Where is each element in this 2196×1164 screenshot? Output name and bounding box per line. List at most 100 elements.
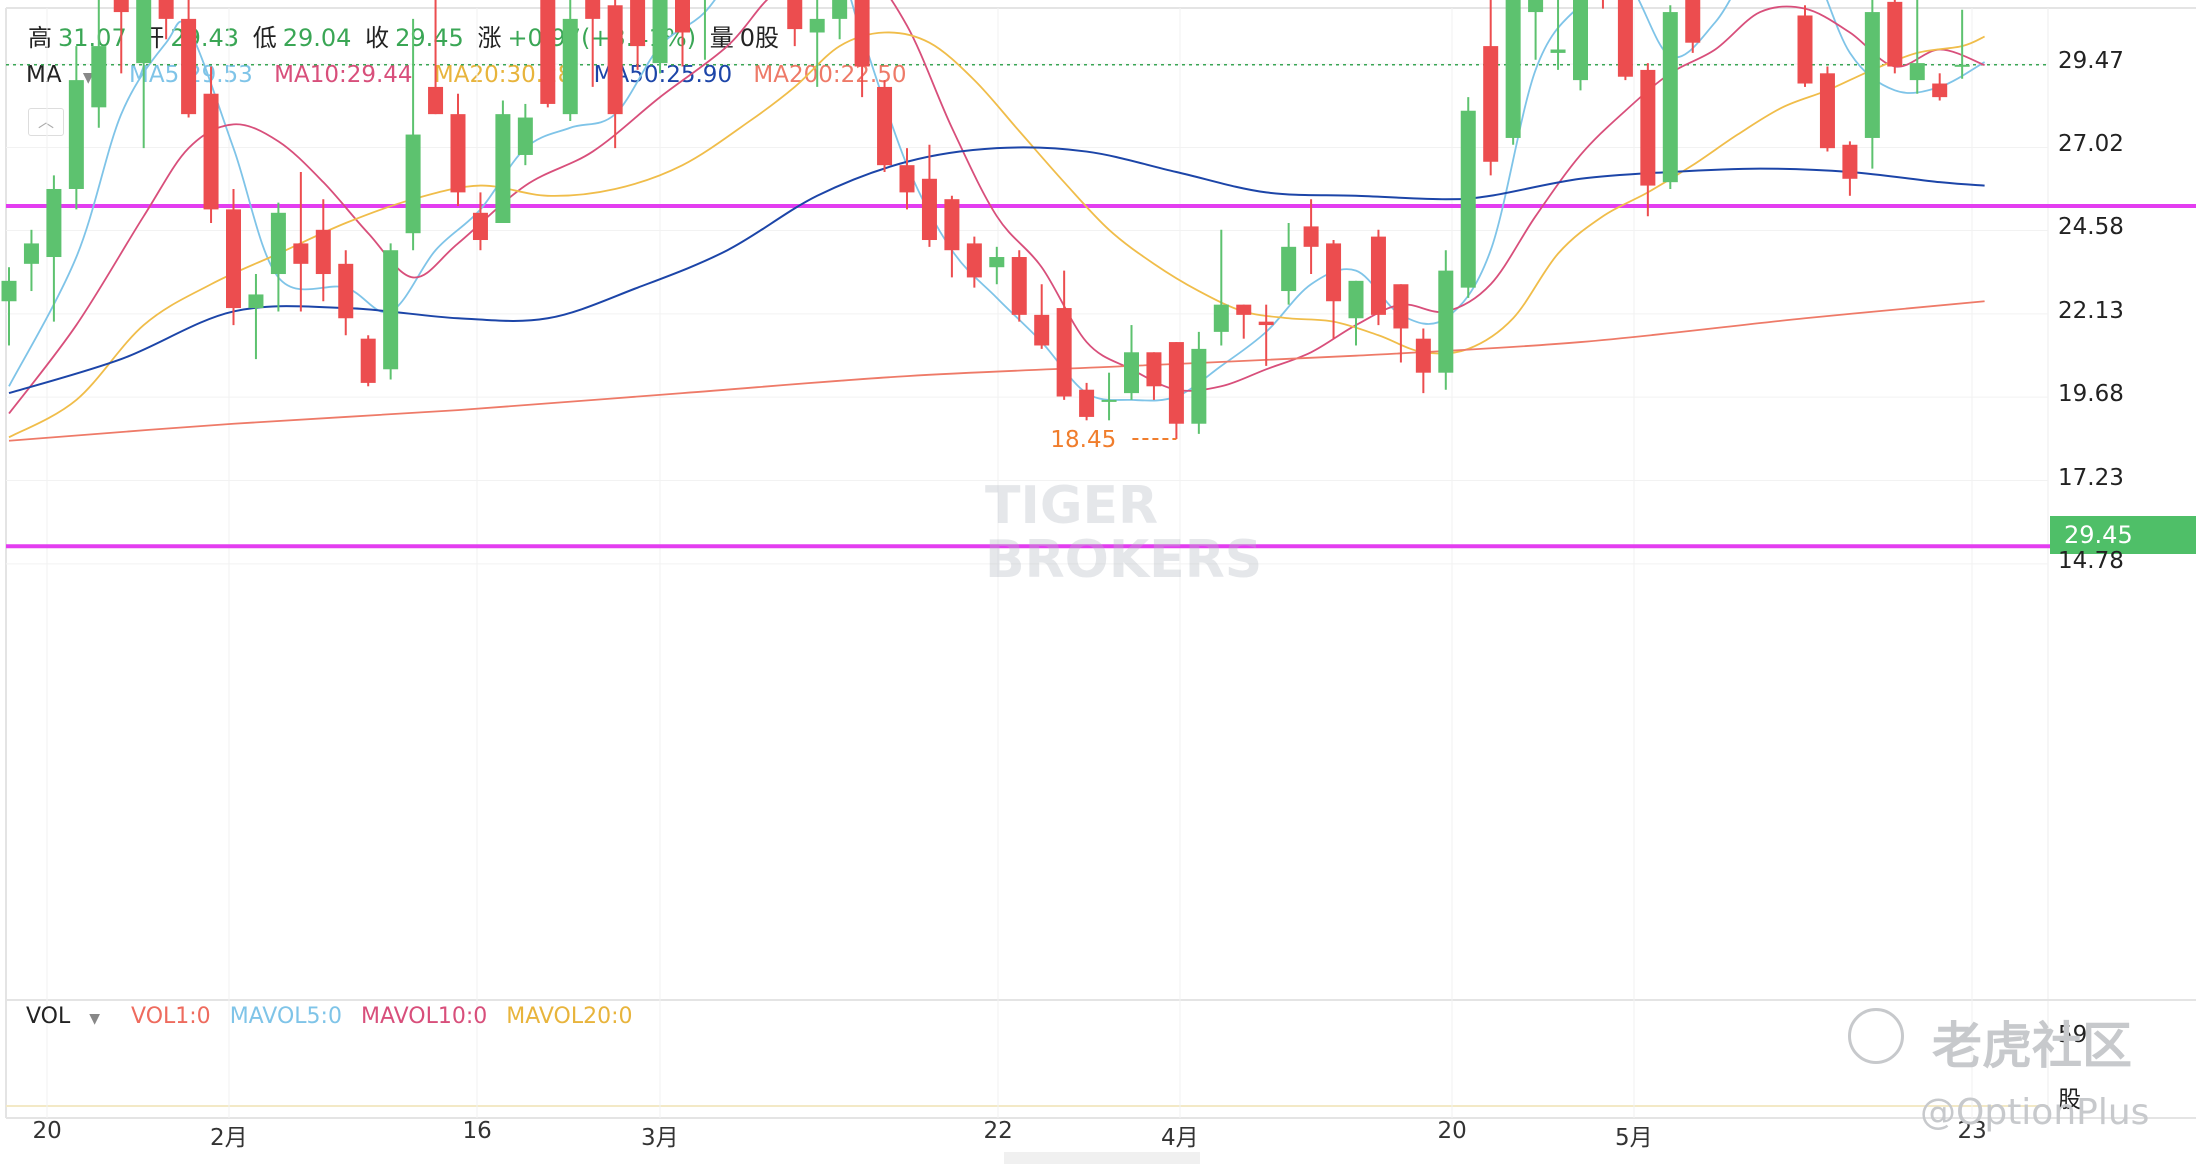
candle-body bbox=[91, 46, 107, 108]
candle-body bbox=[1617, 0, 1633, 77]
candle-body bbox=[1415, 338, 1431, 373]
candle bbox=[113, 0, 129, 74]
candle bbox=[652, 0, 668, 74]
timeline-scroll-handle[interactable] bbox=[1004, 1152, 1200, 1164]
candle bbox=[703, 0, 706, 60]
candle bbox=[1124, 325, 1139, 400]
candle-body bbox=[1011, 257, 1027, 315]
candle-body bbox=[1573, 0, 1588, 81]
y-tick-label: 19.68 bbox=[2058, 381, 2124, 408]
candle bbox=[46, 175, 62, 322]
candle-body bbox=[1864, 12, 1880, 138]
candle bbox=[989, 246, 1005, 285]
candle-body bbox=[315, 229, 331, 275]
candle-body bbox=[360, 338, 376, 383]
candle bbox=[293, 171, 309, 312]
candle bbox=[944, 195, 960, 278]
collapse-button[interactable]: ︿ bbox=[28, 108, 64, 136]
ma-line-ma200 bbox=[8, 300, 1985, 442]
candle-body bbox=[675, 0, 690, 33]
candle-body bbox=[921, 178, 937, 241]
candle bbox=[23, 229, 39, 292]
candle-body bbox=[1819, 73, 1835, 149]
candle-body bbox=[1640, 69, 1656, 186]
candle bbox=[1079, 382, 1095, 421]
candle-body bbox=[989, 257, 1005, 268]
candle-body bbox=[1236, 304, 1252, 315]
candle bbox=[517, 103, 533, 166]
candle-body bbox=[1528, 0, 1544, 13]
vol-axis-value: 59 bbox=[2058, 1022, 2088, 1048]
y-tick-label: 22.13 bbox=[2058, 297, 2124, 324]
candle bbox=[1528, 0, 1544, 60]
candle bbox=[1819, 66, 1835, 152]
ma-dropdown[interactable]: MA ▼ bbox=[26, 62, 108, 88]
candle-body bbox=[158, 0, 174, 19]
x-tick-label: 20 bbox=[1437, 1118, 1467, 1144]
candle bbox=[1236, 304, 1252, 339]
candle bbox=[1864, 0, 1880, 169]
candle bbox=[472, 192, 488, 251]
vol-dropdown-label: VOL bbox=[26, 1004, 71, 1029]
candle bbox=[1662, 5, 1678, 189]
candle bbox=[1573, 0, 1588, 91]
candle bbox=[1168, 342, 1184, 440]
candle bbox=[203, 66, 219, 224]
candle bbox=[450, 93, 466, 206]
candle bbox=[1483, 0, 1499, 176]
candle bbox=[1640, 63, 1656, 217]
candle-body bbox=[68, 80, 84, 189]
y-tick-label: 29.47 bbox=[2058, 48, 2124, 75]
candle-body bbox=[1191, 348, 1207, 424]
candle bbox=[383, 243, 399, 380]
last-price-tag: 29.45 bbox=[2050, 516, 2196, 554]
candle bbox=[1954, 9, 1970, 79]
candle-body bbox=[181, 18, 197, 115]
candle-body bbox=[517, 117, 533, 155]
x-tick-label: 23 bbox=[1957, 1118, 1987, 1144]
watermark-line1: TIGER bbox=[985, 476, 1159, 536]
candle-body bbox=[1056, 308, 1072, 397]
candle-body bbox=[1932, 83, 1948, 98]
candle-body bbox=[1460, 110, 1476, 288]
candle-body bbox=[1483, 46, 1499, 162]
candle-body bbox=[787, 0, 803, 30]
candle bbox=[966, 236, 982, 288]
candle-body bbox=[809, 18, 825, 33]
candle bbox=[1393, 284, 1409, 363]
candle bbox=[1281, 223, 1297, 305]
candle bbox=[91, 0, 107, 128]
volume-label: 量 bbox=[709, 24, 734, 52]
candle-body bbox=[1079, 389, 1095, 417]
candle bbox=[405, 18, 421, 251]
candle bbox=[1303, 199, 1319, 275]
candle-body bbox=[136, 0, 152, 64]
candle bbox=[495, 100, 511, 224]
x-tick-label: 22 bbox=[983, 1118, 1013, 1144]
mavol20-legend: MAVOL20:0 bbox=[506, 1004, 633, 1029]
mavol5-legend: MAVOL5:0 bbox=[229, 1004, 342, 1029]
candles bbox=[1, 0, 1970, 440]
candle bbox=[854, 0, 870, 98]
candle bbox=[338, 250, 354, 336]
ma200-legend: MA200:22.50 bbox=[753, 62, 907, 88]
candle bbox=[1617, 0, 1633, 81]
candle-body bbox=[1954, 64, 1970, 67]
candle-body bbox=[1146, 352, 1162, 387]
y-tick-label: 27.02 bbox=[2058, 131, 2124, 158]
candle bbox=[675, 0, 690, 67]
low-label: 低 bbox=[252, 24, 277, 52]
candle bbox=[1685, 0, 1701, 53]
candle-body bbox=[472, 212, 488, 241]
candle-body bbox=[652, 0, 668, 64]
vol-dropdown[interactable]: VOL ▼ bbox=[26, 1004, 112, 1029]
volume-value: 0股 bbox=[739, 24, 779, 52]
candle bbox=[1460, 97, 1476, 298]
candle bbox=[899, 148, 915, 210]
candle-body bbox=[293, 243, 309, 264]
vol-axis-unit: 股 bbox=[2058, 1087, 2081, 1113]
x-tick-label: 3月 bbox=[641, 1125, 679, 1151]
candle-body bbox=[1168, 342, 1184, 424]
candle bbox=[1034, 284, 1050, 349]
ma-line-ma20 bbox=[8, 31, 1985, 439]
